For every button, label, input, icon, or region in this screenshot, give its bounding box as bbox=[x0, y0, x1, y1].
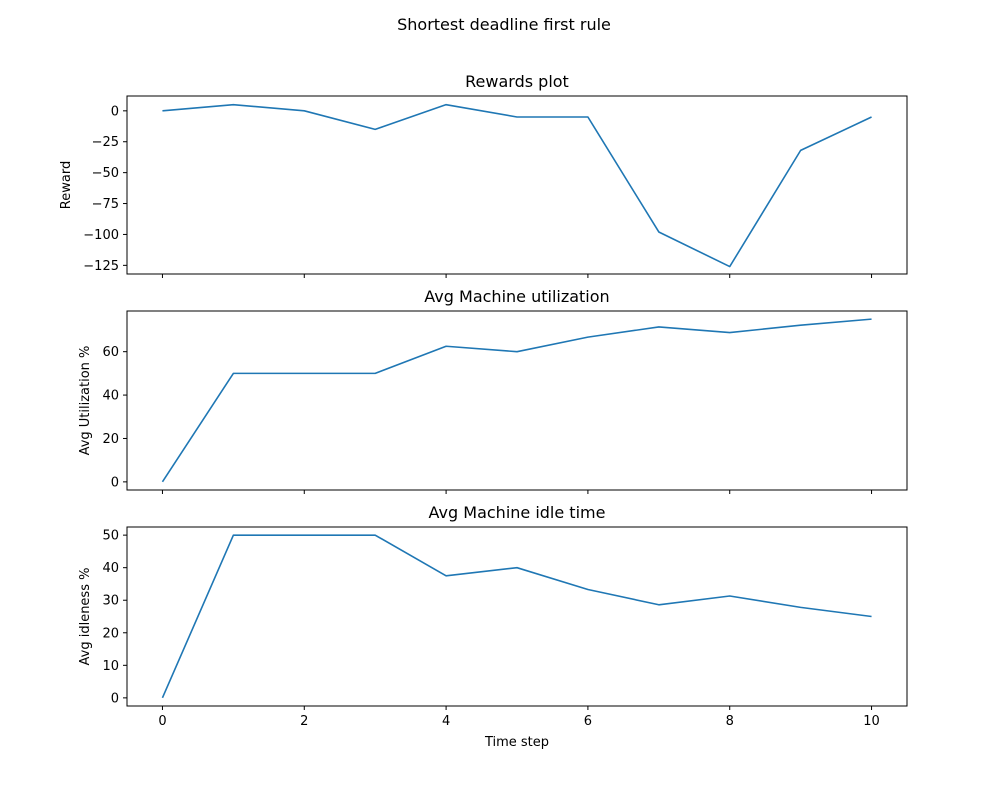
x-tick-label: 4 bbox=[442, 714, 450, 729]
series-line bbox=[162, 103, 872, 268]
y-tick-label: 0 bbox=[111, 691, 119, 706]
series-line bbox=[161, 534, 872, 699]
x-tick-label: 2 bbox=[300, 714, 308, 729]
subplot-1: Rewards plot 0 −25 −50 −75 −100 −125 Reward bbox=[59, 72, 908, 278]
y-tick-label: 0 bbox=[111, 104, 119, 119]
series-line bbox=[161, 318, 872, 483]
x-tick-label: 10 bbox=[863, 714, 880, 729]
y-tick-label: 10 bbox=[102, 659, 119, 674]
y-axis-label: Reward bbox=[59, 161, 74, 209]
y-tick-label: 40 bbox=[102, 561, 119, 576]
axes-frame bbox=[126, 526, 908, 707]
subplot-title: Avg Machine idle time bbox=[429, 503, 606, 522]
figure-suptitle: Shortest deadline first rule bbox=[397, 15, 611, 34]
x-tick-label: 8 bbox=[726, 714, 734, 729]
y-tick-label: −75 bbox=[92, 197, 119, 212]
subplot-title: Rewards plot bbox=[465, 72, 569, 91]
y-tick-label: 40 bbox=[102, 389, 119, 404]
y-tick-label: −100 bbox=[83, 228, 119, 243]
subplot-title: Avg Machine utilization bbox=[424, 287, 609, 306]
subplot-2: Avg Machine utilization 0 20 40 60 Avg Utiliz… bbox=[78, 287, 908, 494]
y-tick-label: −125 bbox=[83, 259, 119, 274]
y-tick-label: −25 bbox=[92, 135, 119, 150]
y-tick-label: 20 bbox=[102, 432, 119, 447]
x-axis-label: Time step bbox=[484, 735, 549, 750]
subplots: Rewards plot 0 −25 −50 −75 −100 −125 Reward Avg … bbox=[59, 72, 908, 750]
y-axis-label: Avg Utilization % bbox=[78, 346, 93, 456]
y-tick-label: 20 bbox=[102, 626, 119, 641]
x-tick-label: 0 bbox=[158, 714, 166, 729]
subplot-3: Avg Machine idle time 0 10 20 30 40 50 0 2 4 6 8 10 A… bbox=[78, 503, 908, 750]
y-tick-label: −50 bbox=[92, 166, 119, 181]
x-tick-label: 6 bbox=[584, 714, 592, 729]
axes-frame bbox=[126, 310, 908, 491]
y-tick-label: 60 bbox=[102, 345, 119, 360]
y-tick-label: 50 bbox=[102, 529, 119, 544]
axes-frame bbox=[126, 95, 908, 275]
y-tick-label: 0 bbox=[111, 475, 119, 490]
y-tick-label: 30 bbox=[102, 594, 119, 609]
y-axis-label: Avg idleness % bbox=[78, 568, 93, 666]
